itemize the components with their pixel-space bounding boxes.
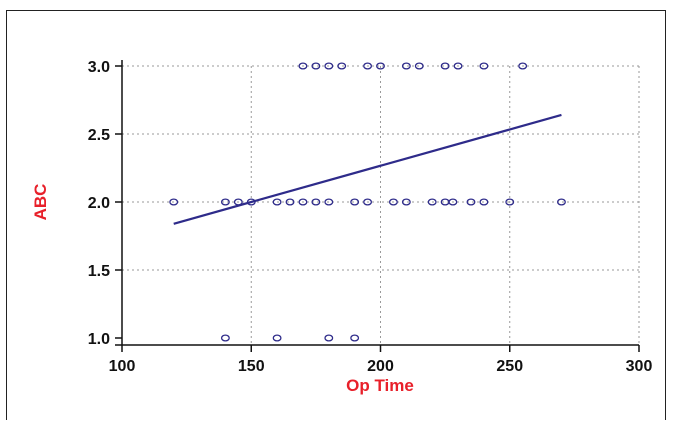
data-point <box>363 198 373 206</box>
x-tick-label: 300 <box>626 358 653 375</box>
data-point <box>220 198 230 206</box>
data-points <box>169 62 566 342</box>
x-tick-label: 150 <box>238 358 265 375</box>
data-point <box>414 62 424 70</box>
trend-line <box>173 113 562 225</box>
data-point <box>298 198 308 206</box>
grid-lines <box>122 65 640 345</box>
x-tick-label: 100 <box>109 358 136 375</box>
y-tick-label: 3.0 <box>88 59 110 76</box>
data-point <box>337 62 347 70</box>
figure-frame <box>6 10 666 420</box>
data-point <box>324 62 334 70</box>
regression-line <box>173 113 562 225</box>
data-point <box>401 198 411 206</box>
data-point <box>298 62 308 70</box>
data-point <box>427 198 437 206</box>
x-tick-label: 200 <box>367 358 394 375</box>
y-tick-label: 1.5 <box>88 263 110 280</box>
x-axis-title: Op Time <box>346 376 414 395</box>
data-point <box>401 62 411 70</box>
data-point <box>272 334 282 342</box>
data-point <box>440 62 450 70</box>
data-point <box>324 334 334 342</box>
data-point <box>505 198 515 206</box>
data-point <box>518 62 528 70</box>
data-point <box>311 198 321 206</box>
data-point <box>272 198 282 206</box>
y-tick-label: 2.5 <box>88 127 110 144</box>
data-point <box>453 62 463 70</box>
data-point <box>557 198 566 206</box>
data-point <box>350 334 360 342</box>
data-point <box>285 198 295 206</box>
x-tick-label: 250 <box>496 358 523 375</box>
y-tick-label: 2.0 <box>88 195 110 212</box>
data-point <box>466 198 476 206</box>
y-axis-title: ABC <box>31 184 50 221</box>
data-point <box>479 198 489 206</box>
x-axis-ticks: 100 150 200 250 300 <box>109 345 653 375</box>
data-point <box>388 198 398 206</box>
data-point <box>376 62 385 70</box>
data-point <box>350 198 360 206</box>
y-axis-ticks: 1.0 1.5 2.0 2.5 3.0 <box>88 59 122 348</box>
data-point <box>169 198 179 206</box>
data-point <box>220 334 230 342</box>
data-point <box>324 198 334 206</box>
data-point <box>448 198 458 206</box>
data-point <box>311 62 321 70</box>
data-point <box>479 62 489 70</box>
y-tick-label: 1.0 <box>88 331 110 348</box>
data-point <box>363 62 373 70</box>
